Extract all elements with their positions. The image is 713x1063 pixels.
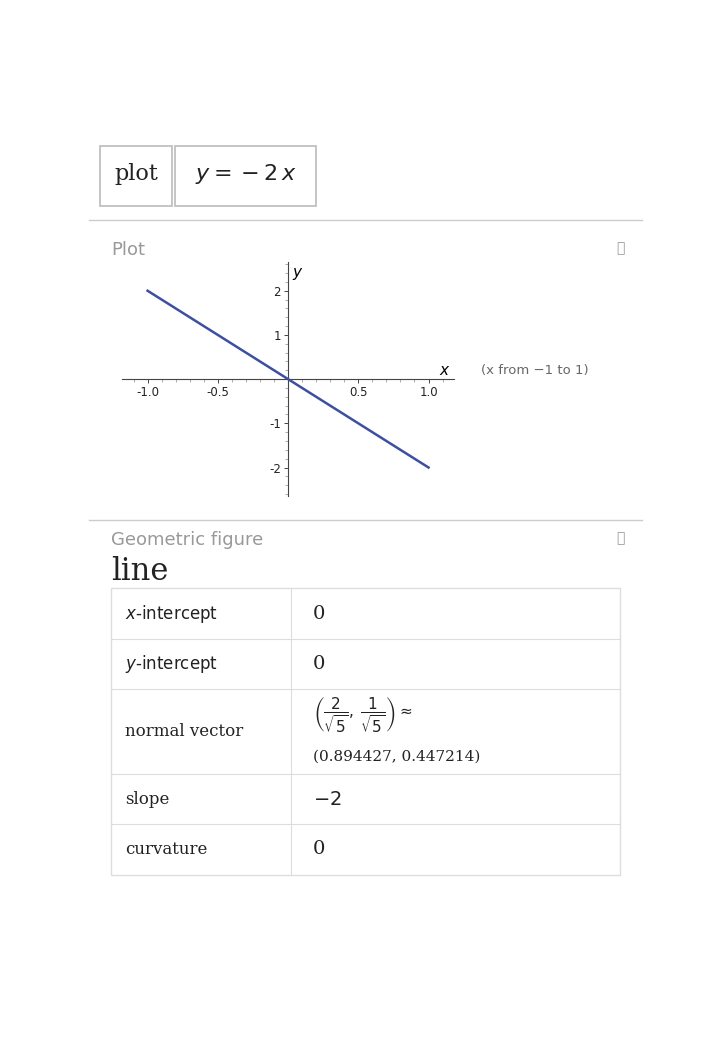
Text: $y$-intercept: $y$-intercept: [125, 653, 218, 675]
Text: 0: 0: [313, 655, 325, 673]
FancyBboxPatch shape: [175, 146, 316, 206]
Text: 🔗: 🔗: [617, 530, 625, 545]
Text: Plot: Plot: [111, 241, 145, 259]
Bar: [111, 589, 620, 875]
Text: plot: plot: [114, 163, 158, 185]
Text: $\left(\dfrac{2}{\sqrt{5}},\;\dfrac{1}{\sqrt{5}}\right)\approx$: $\left(\dfrac{2}{\sqrt{5}},\;\dfrac{1}{\…: [313, 696, 412, 735]
Text: normal vector: normal vector: [125, 723, 243, 740]
Text: 🔗: 🔗: [617, 241, 625, 255]
Text: line: line: [111, 556, 168, 588]
Text: $x$-intercept: $x$-intercept: [125, 603, 218, 624]
Text: (x from −1 to 1): (x from −1 to 1): [481, 364, 589, 376]
Text: $-2$: $-2$: [313, 790, 342, 809]
Text: 0: 0: [313, 841, 325, 859]
Text: Geometric figure: Geometric figure: [111, 530, 264, 549]
Text: curvature: curvature: [125, 841, 207, 858]
Text: (0.894427, 0.447214): (0.894427, 0.447214): [313, 750, 481, 764]
Text: 0: 0: [313, 605, 325, 623]
FancyBboxPatch shape: [100, 146, 172, 206]
Text: $y = -2\,x$: $y = -2\,x$: [195, 162, 296, 186]
Text: slope: slope: [125, 791, 170, 808]
